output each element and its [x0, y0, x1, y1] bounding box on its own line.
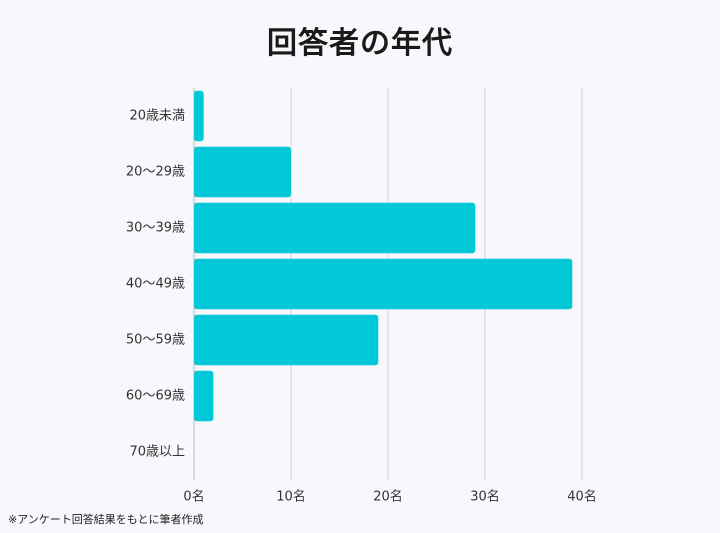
bar — [194, 370, 214, 422]
category-label: 70歳以上 — [129, 445, 185, 460]
chart-title: 回答者の年代 — [267, 26, 453, 61]
bar — [194, 90, 204, 142]
bar — [194, 314, 379, 366]
category-label: 20歳未満 — [129, 109, 185, 124]
x-tick-label: 30名 — [470, 489, 500, 505]
x-tick-label: 0名 — [183, 489, 204, 505]
source-footnote: ※アンケート回答結果をもとに筆者作成 — [8, 513, 204, 526]
x-tick-label: 40名 — [567, 489, 597, 505]
bar — [194, 258, 573, 310]
bar — [194, 202, 476, 254]
category-label: 50〜59歳 — [126, 333, 185, 348]
category-label: 20〜29歳 — [126, 165, 185, 180]
category-label: 30〜39歳 — [126, 221, 185, 236]
bar — [194, 146, 291, 198]
category-label: 40〜49歳 — [126, 277, 185, 292]
x-tick-label: 10名 — [276, 489, 306, 505]
category-label: 60〜69歳 — [126, 389, 185, 404]
x-tick-label: 20名 — [373, 489, 403, 505]
